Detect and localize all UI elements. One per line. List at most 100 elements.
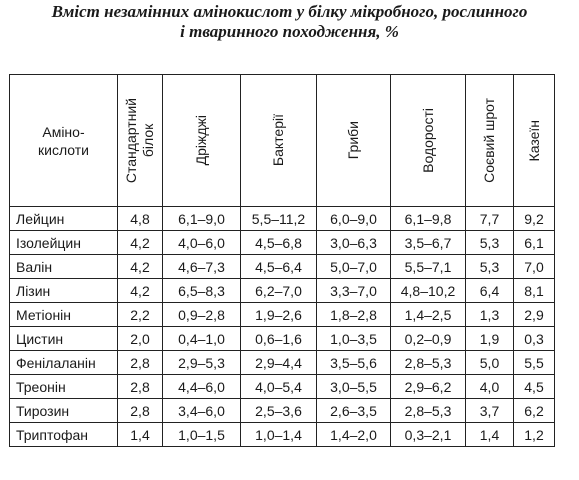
column-header: Гриби: [316, 74, 391, 207]
column-header: Казеїн: [513, 74, 555, 207]
table-cell: 2,5–3,6: [240, 398, 317, 423]
table-cell: 0,3–2,1: [390, 422, 466, 447]
table-cell: 2,6–3,5: [316, 398, 391, 423]
title-line-1: Вміст незамінних амінокислот у білку мік…: [51, 2, 528, 21]
table-cell: 1,3: [465, 302, 514, 327]
table-cell: 4,2: [117, 230, 163, 255]
table-cell: 5,5–7,1: [390, 254, 466, 279]
table-row: Цистин 2,0 0,4–1,0 0,6–1,6 1,0–3,5 0,2–0…: [9, 326, 555, 351]
header-amino-acids: Аміно- кислоти: [9, 74, 118, 207]
column-header: Стандартний білок: [117, 74, 163, 207]
table-cell: 1,2: [513, 422, 555, 447]
table-cell: 6,1–9,0: [162, 206, 241, 231]
table-cell: 1,4: [117, 422, 163, 447]
header-amino-acids-line-1: Аміно-: [42, 123, 85, 140]
table-cell: 2,9: [513, 302, 555, 327]
amino-acid-name: Тирозин: [9, 398, 118, 423]
table-cell: 4,8: [117, 206, 163, 231]
table-cell: 2,8: [117, 374, 163, 399]
table-cell: 3,3–7,0: [316, 278, 391, 303]
table-cell: 6,0–9,0: [316, 206, 391, 231]
table-body: Лейцин 4,8 6,1–9,0 5,5–11,2 6,0–9,0 6,1–…: [9, 206, 555, 447]
table-cell: 4,8–10,2: [390, 278, 466, 303]
table-cell: 6,2: [513, 398, 555, 423]
table-row: Фенілаланін 2,8 2,9–5,3 2,9–4,4 3,5–5,6 …: [9, 350, 555, 375]
amino-acid-name: Цистин: [9, 326, 118, 351]
table-cell: 1,0–1,4: [240, 422, 317, 447]
table-cell: 2,8–5,3: [390, 398, 466, 423]
table-cell: 4,2: [117, 278, 163, 303]
table-cell: 3,5–6,7: [390, 230, 466, 255]
table-cell: 6,1–9,8: [390, 206, 466, 231]
column-header-label: Бактерії: [270, 114, 286, 167]
column-header: Водорості: [390, 74, 466, 207]
table-cell: 4,6–7,3: [162, 254, 241, 279]
amino-acid-name: Ізолейцин: [9, 230, 118, 255]
table-cell: 4,5–6,8: [240, 230, 317, 255]
table-row: Метіонін 2,2 0,9–2,8 1,9–2,6 1,8–2,8 1,4…: [9, 302, 555, 327]
table-cell: 0,2–0,9: [390, 326, 466, 351]
table-cell: 4,5: [513, 374, 555, 399]
table-cell: 1,0–1,5: [162, 422, 241, 447]
table-cell: 7,7: [465, 206, 514, 231]
column-header-label: Гриби: [345, 121, 361, 160]
table-cell: 0,9–2,8: [162, 302, 241, 327]
table-cell: 5,0: [465, 350, 514, 375]
table-cell: 4,0–6,0: [162, 230, 241, 255]
table-cell: 6,5–8,3: [162, 278, 241, 303]
table-cell: 6,2–7,0: [240, 278, 317, 303]
table-cell: 1,4–2,0: [316, 422, 391, 447]
table-cell: 3,5–5,6: [316, 350, 391, 375]
table-cell: 2,9–4,4: [240, 350, 317, 375]
amino-acid-name: Лейцин: [9, 206, 118, 231]
table-row: Ізолейцин 4,2 4,0–6,0 4,5–6,8 3,0–6,3 3,…: [9, 230, 555, 255]
table-cell: 0,6–1,6: [240, 326, 317, 351]
table-cell: 5,0–7,0: [316, 254, 391, 279]
header-amino-acids-line-2: кислоти: [38, 141, 89, 158]
table-cell: 2,8–5,3: [390, 350, 466, 375]
table-cell: 1,9–2,6: [240, 302, 317, 327]
column-header-label: Водорості: [419, 108, 436, 173]
table-cell: 5,5–11,2: [240, 206, 317, 231]
table-cell: 1,8–2,8: [316, 302, 391, 327]
table-row: Тирозин 2,8 3,4–6,0 2,5–3,6 2,6–3,5 2,8–…: [9, 398, 555, 423]
column-header-label: Казеїн: [525, 119, 542, 162]
table-cell: 2,9–6,2: [390, 374, 466, 399]
table-cell: 3,7: [465, 398, 514, 423]
column-header-line-1: Стандартний: [123, 97, 139, 184]
amino-acid-name: Лізин: [9, 278, 118, 303]
table-cell: 1,9: [465, 326, 514, 351]
column-header: Соєвий шрот: [465, 74, 514, 207]
document-title: Вміст незамінних амінокислот у білку мік…: [0, 2, 579, 42]
amino-acid-table: Аміно- кислоти Стандартний білок Дріжджі…: [9, 74, 555, 447]
table-cell: 4,0: [465, 374, 514, 399]
table-cell: 2,2: [117, 302, 163, 327]
table-cell: 3,4–6,0: [162, 398, 241, 423]
table-cell: 2,0: [117, 326, 163, 351]
column-header-label: Дріжджі: [193, 115, 209, 166]
table-cell: 4,4–6,0: [162, 374, 241, 399]
table-cell: 6,4: [465, 278, 514, 303]
table-row: Валін 4,2 4,6–7,3 4,5–6,4 5,0–7,0 5,5–7,…: [9, 254, 555, 279]
table-cell: 9,2: [513, 206, 555, 231]
table-cell: 7,0: [513, 254, 555, 279]
table-row: Лейцин 4,8 6,1–9,0 5,5–11,2 6,0–9,0 6,1–…: [9, 206, 555, 231]
table-cell: 4,2: [117, 254, 163, 279]
table-cell: 0,3: [513, 326, 555, 351]
table-cell: 3,0–5,5: [316, 374, 391, 399]
column-header-label: Стандартний білок: [123, 98, 157, 183]
table-cell: 3,0–6,3: [316, 230, 391, 255]
amino-acid-name: Треонін: [9, 374, 118, 399]
column-header: Дріжджі: [162, 74, 241, 207]
column-header-line-2: білок: [140, 123, 156, 158]
table-cell: 8,1: [513, 278, 555, 303]
table-cell: 5,3: [465, 230, 514, 255]
title-line-2: і тваринного походження, %: [180, 22, 399, 41]
table-cell: 4,0–5,4: [240, 374, 317, 399]
table-cell: 2,8: [117, 398, 163, 423]
table-cell: 4,5–6,4: [240, 254, 317, 279]
amino-acid-name: Валін: [9, 254, 118, 279]
table-cell: 5,3: [465, 254, 514, 279]
amino-acid-name: Метіонін: [9, 302, 118, 327]
table-cell: 2,8: [117, 350, 163, 375]
